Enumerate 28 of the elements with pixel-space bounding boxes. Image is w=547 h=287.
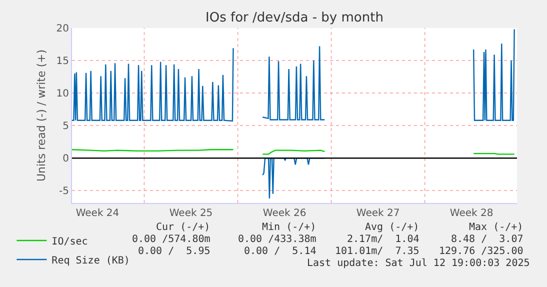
x-tick-label: Week 24 — [76, 208, 120, 219]
y-axis-title: Units read (-) / write (+) — [34, 49, 48, 182]
legend-label: Req Size (KB) — [52, 255, 130, 266]
text: 8.48 / 3.07 — [451, 234, 524, 245]
text: 0.00 /574.80m — [132, 234, 210, 245]
y-tick-label: 5 — [62, 121, 69, 132]
text: Avg (-/+) — [365, 222, 420, 233]
text: 0.00 / 5.14 — [244, 246, 316, 257]
chart-title: IOs for /dev/sda - by month — [206, 10, 384, 26]
y-tick-label: 15 — [56, 56, 69, 68]
text: Min (-/+) — [262, 222, 316, 233]
x-tick-label: Week 27 — [356, 208, 400, 219]
x-tick-label: Week 26 — [262, 208, 306, 219]
text: 0.00 / 5.95 — [138, 246, 210, 257]
text: 2.17m/ 1.04 — [347, 234, 420, 245]
text: Last update: Sat Jul 12 19:00:03 2025 — [307, 258, 530, 269]
y-tick-label: 0 — [62, 154, 69, 165]
text: Max (-/+) — [469, 222, 524, 233]
legend-label: IO/sec — [52, 236, 88, 248]
x-tick-label: Week 25 — [169, 208, 213, 219]
text: 101.01m/ 7.35 — [335, 246, 420, 257]
y-tick-label: 20 — [56, 24, 69, 34]
text: Cur (-/+) — [156, 222, 210, 233]
y-tick-label: 10 — [56, 88, 69, 100]
text: 129.76 /325.00 — [439, 246, 524, 257]
text: 0.00 /433.38m — [238, 234, 316, 245]
x-tick-label: Week 28 — [450, 208, 494, 219]
y-tick-label: -5 — [59, 186, 69, 198]
